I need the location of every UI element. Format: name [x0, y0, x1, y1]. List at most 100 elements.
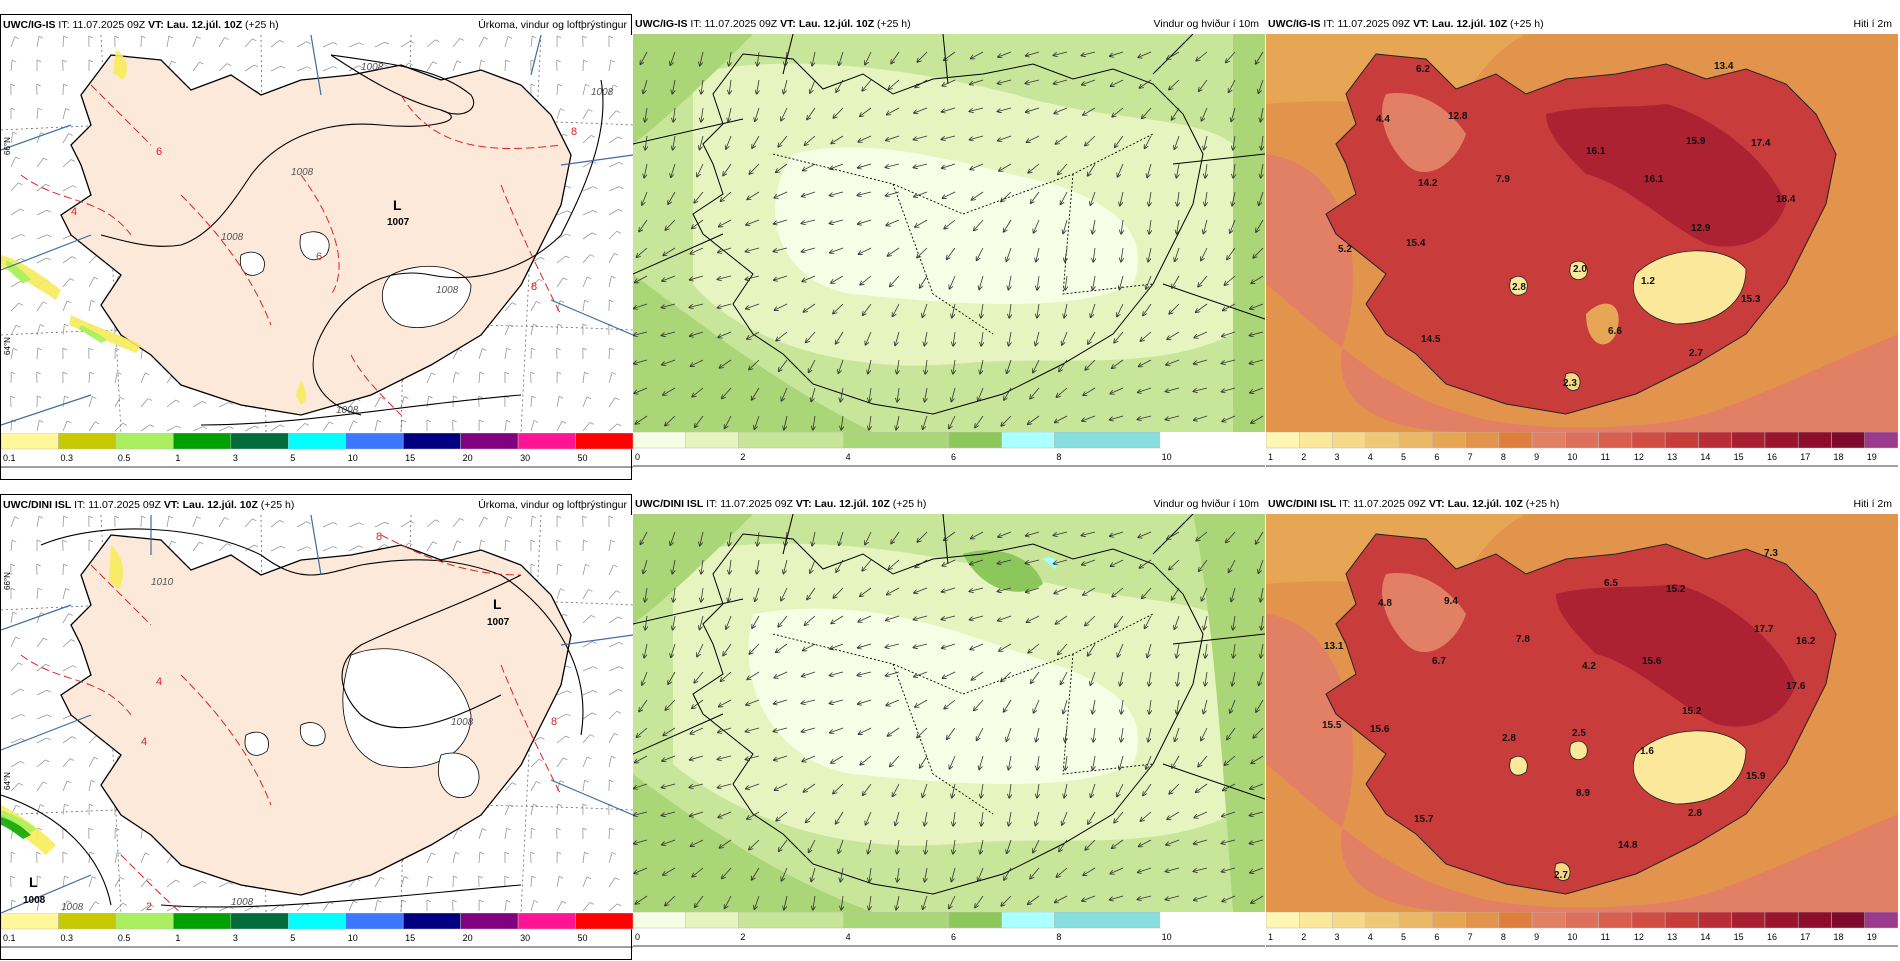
- legend-swatch: [1366, 912, 1399, 928]
- legend-swatch: [1831, 432, 1864, 448]
- legend-swatch: [1432, 432, 1465, 448]
- legend-swatch: [1765, 912, 1798, 928]
- legend-swatch: [1432, 912, 1465, 928]
- legend-swatch: [1299, 912, 1332, 928]
- legend-swatch: [518, 433, 575, 449]
- wind-map: [633, 514, 1265, 912]
- temp-panel-dini: UWC/DINI ISL IT: 11.07.2025 09Z VT: Lau.…: [1266, 494, 1898, 960]
- legend-swatch: [949, 432, 1002, 448]
- svg-text:7.8: 7.8: [1516, 634, 1530, 645]
- legend-tick: 9: [1534, 452, 1539, 462]
- legend-tick: 5: [1401, 452, 1406, 462]
- svg-text:66°N: 66°N: [3, 137, 12, 155]
- legend-tick: 0.1: [3, 933, 16, 943]
- svg-text:8: 8: [531, 281, 537, 293]
- precip-map: 1008 1008 1008 1008 1008 1008 8 6 6 4 8 …: [1, 35, 633, 433]
- svg-text:1008: 1008: [221, 232, 244, 243]
- legend-tick: 10: [1567, 452, 1577, 462]
- legend-swatch: [231, 913, 288, 929]
- svg-text:6.7: 6.7: [1432, 656, 1446, 667]
- svg-text:1008: 1008: [231, 897, 254, 908]
- legend-swatch: [1732, 432, 1765, 448]
- svg-text:2.7: 2.7: [1689, 348, 1703, 359]
- svg-text:2.3: 2.3: [1563, 378, 1577, 389]
- legend-swatch: [1732, 912, 1765, 928]
- legend-tick: 18: [1833, 932, 1843, 942]
- legend-tick: 16: [1767, 932, 1777, 942]
- legend-tick: 4: [846, 452, 851, 462]
- svg-text:15.9: 15.9: [1746, 771, 1766, 782]
- legend-swatch: [633, 912, 686, 928]
- legend-swatch: [288, 433, 345, 449]
- legend-tick: 15: [405, 933, 415, 943]
- svg-text:1.2: 1.2: [1641, 276, 1655, 287]
- svg-text:2.8: 2.8: [1502, 733, 1516, 744]
- legend-tick: 8: [1501, 932, 1506, 942]
- legend-swatch: [403, 913, 460, 929]
- legend-tick: 6: [1434, 932, 1439, 942]
- svg-text:1.6: 1.6: [1640, 746, 1654, 757]
- legend-swatch: [288, 913, 345, 929]
- legend-tick: 19: [1867, 452, 1877, 462]
- legend-swatch: [1054, 432, 1159, 448]
- legend-swatch: [231, 433, 288, 449]
- legend-swatch: [58, 433, 115, 449]
- temp-map: 6.2 4.4 12.8 13.4 15.9 17.4 16.1 7.9 16.…: [1266, 34, 1898, 432]
- legend-swatch: [1565, 912, 1598, 928]
- legend-swatch: [686, 912, 739, 928]
- svg-text:2.7: 2.7: [1554, 870, 1568, 881]
- legend-tick: 1: [1268, 452, 1273, 462]
- legend-tick: 8: [1056, 932, 1061, 942]
- legend-tick: 6: [951, 932, 956, 942]
- legend-tick: 10: [1162, 932, 1172, 942]
- svg-text:2.8: 2.8: [1688, 808, 1702, 819]
- svg-text:64°N: 64°N: [3, 337, 12, 355]
- legend-swatch: [576, 913, 633, 929]
- temp-map: 4.8 9.4 6.5 7.3 15.2 13.1 7.8 17.7 16.2 …: [1266, 514, 1898, 912]
- legend-tick: 10: [1567, 932, 1577, 942]
- panel-header: UWC/IG-IS IT: 11.07.2025 09Z VT: Lau. 12…: [633, 14, 1265, 34]
- legend-tick: 4: [1368, 452, 1373, 462]
- legend-tick: 2: [740, 452, 745, 462]
- svg-text:17.7: 17.7: [1754, 624, 1774, 635]
- legend-tick: 30: [520, 933, 530, 943]
- svg-text:9.4: 9.4: [1444, 596, 1458, 607]
- legend-tick: 13: [1667, 932, 1677, 942]
- legend-tick: 4: [1368, 932, 1373, 942]
- svg-text:L: L: [393, 197, 402, 213]
- legend-swatch: [1665, 912, 1698, 928]
- legend-swatch: [1599, 912, 1632, 928]
- legend-swatch: [173, 913, 230, 929]
- legend-tick: 2: [1301, 932, 1306, 942]
- legend-tick: 20: [463, 453, 473, 463]
- legend-tick: 0.1: [3, 453, 16, 463]
- svg-text:6: 6: [156, 146, 162, 158]
- svg-text:14.2: 14.2: [1418, 178, 1438, 189]
- legend-swatch: [1865, 912, 1898, 928]
- svg-text:13.1: 13.1: [1324, 641, 1344, 652]
- legend-tick: 0: [635, 452, 640, 462]
- svg-text:8.9: 8.9: [1576, 788, 1590, 799]
- legend-swatch: [738, 912, 843, 928]
- svg-text:1008: 1008: [361, 62, 384, 73]
- svg-text:16.2: 16.2: [1796, 636, 1816, 647]
- svg-text:5.2: 5.2: [1338, 244, 1352, 255]
- svg-text:15.7: 15.7: [1414, 814, 1434, 825]
- legend-tick: 50: [578, 933, 588, 943]
- legend-swatch: [173, 433, 230, 449]
- svg-text:2.5: 2.5: [1572, 728, 1586, 739]
- svg-text:6.2: 6.2: [1416, 64, 1430, 75]
- legend-tick: 0: [635, 932, 640, 942]
- svg-text:4: 4: [71, 206, 77, 218]
- svg-text:4.2: 4.2: [1582, 661, 1596, 672]
- legend-tick: 17: [1800, 932, 1810, 942]
- svg-text:13.4: 13.4: [1714, 61, 1734, 72]
- svg-text:4: 4: [141, 736, 147, 748]
- svg-text:15.2: 15.2: [1666, 584, 1686, 595]
- legend-tick: 13: [1667, 452, 1677, 462]
- svg-text:15.6: 15.6: [1642, 656, 1662, 667]
- legend-tick: 30: [520, 453, 530, 463]
- legend-swatch: [576, 433, 633, 449]
